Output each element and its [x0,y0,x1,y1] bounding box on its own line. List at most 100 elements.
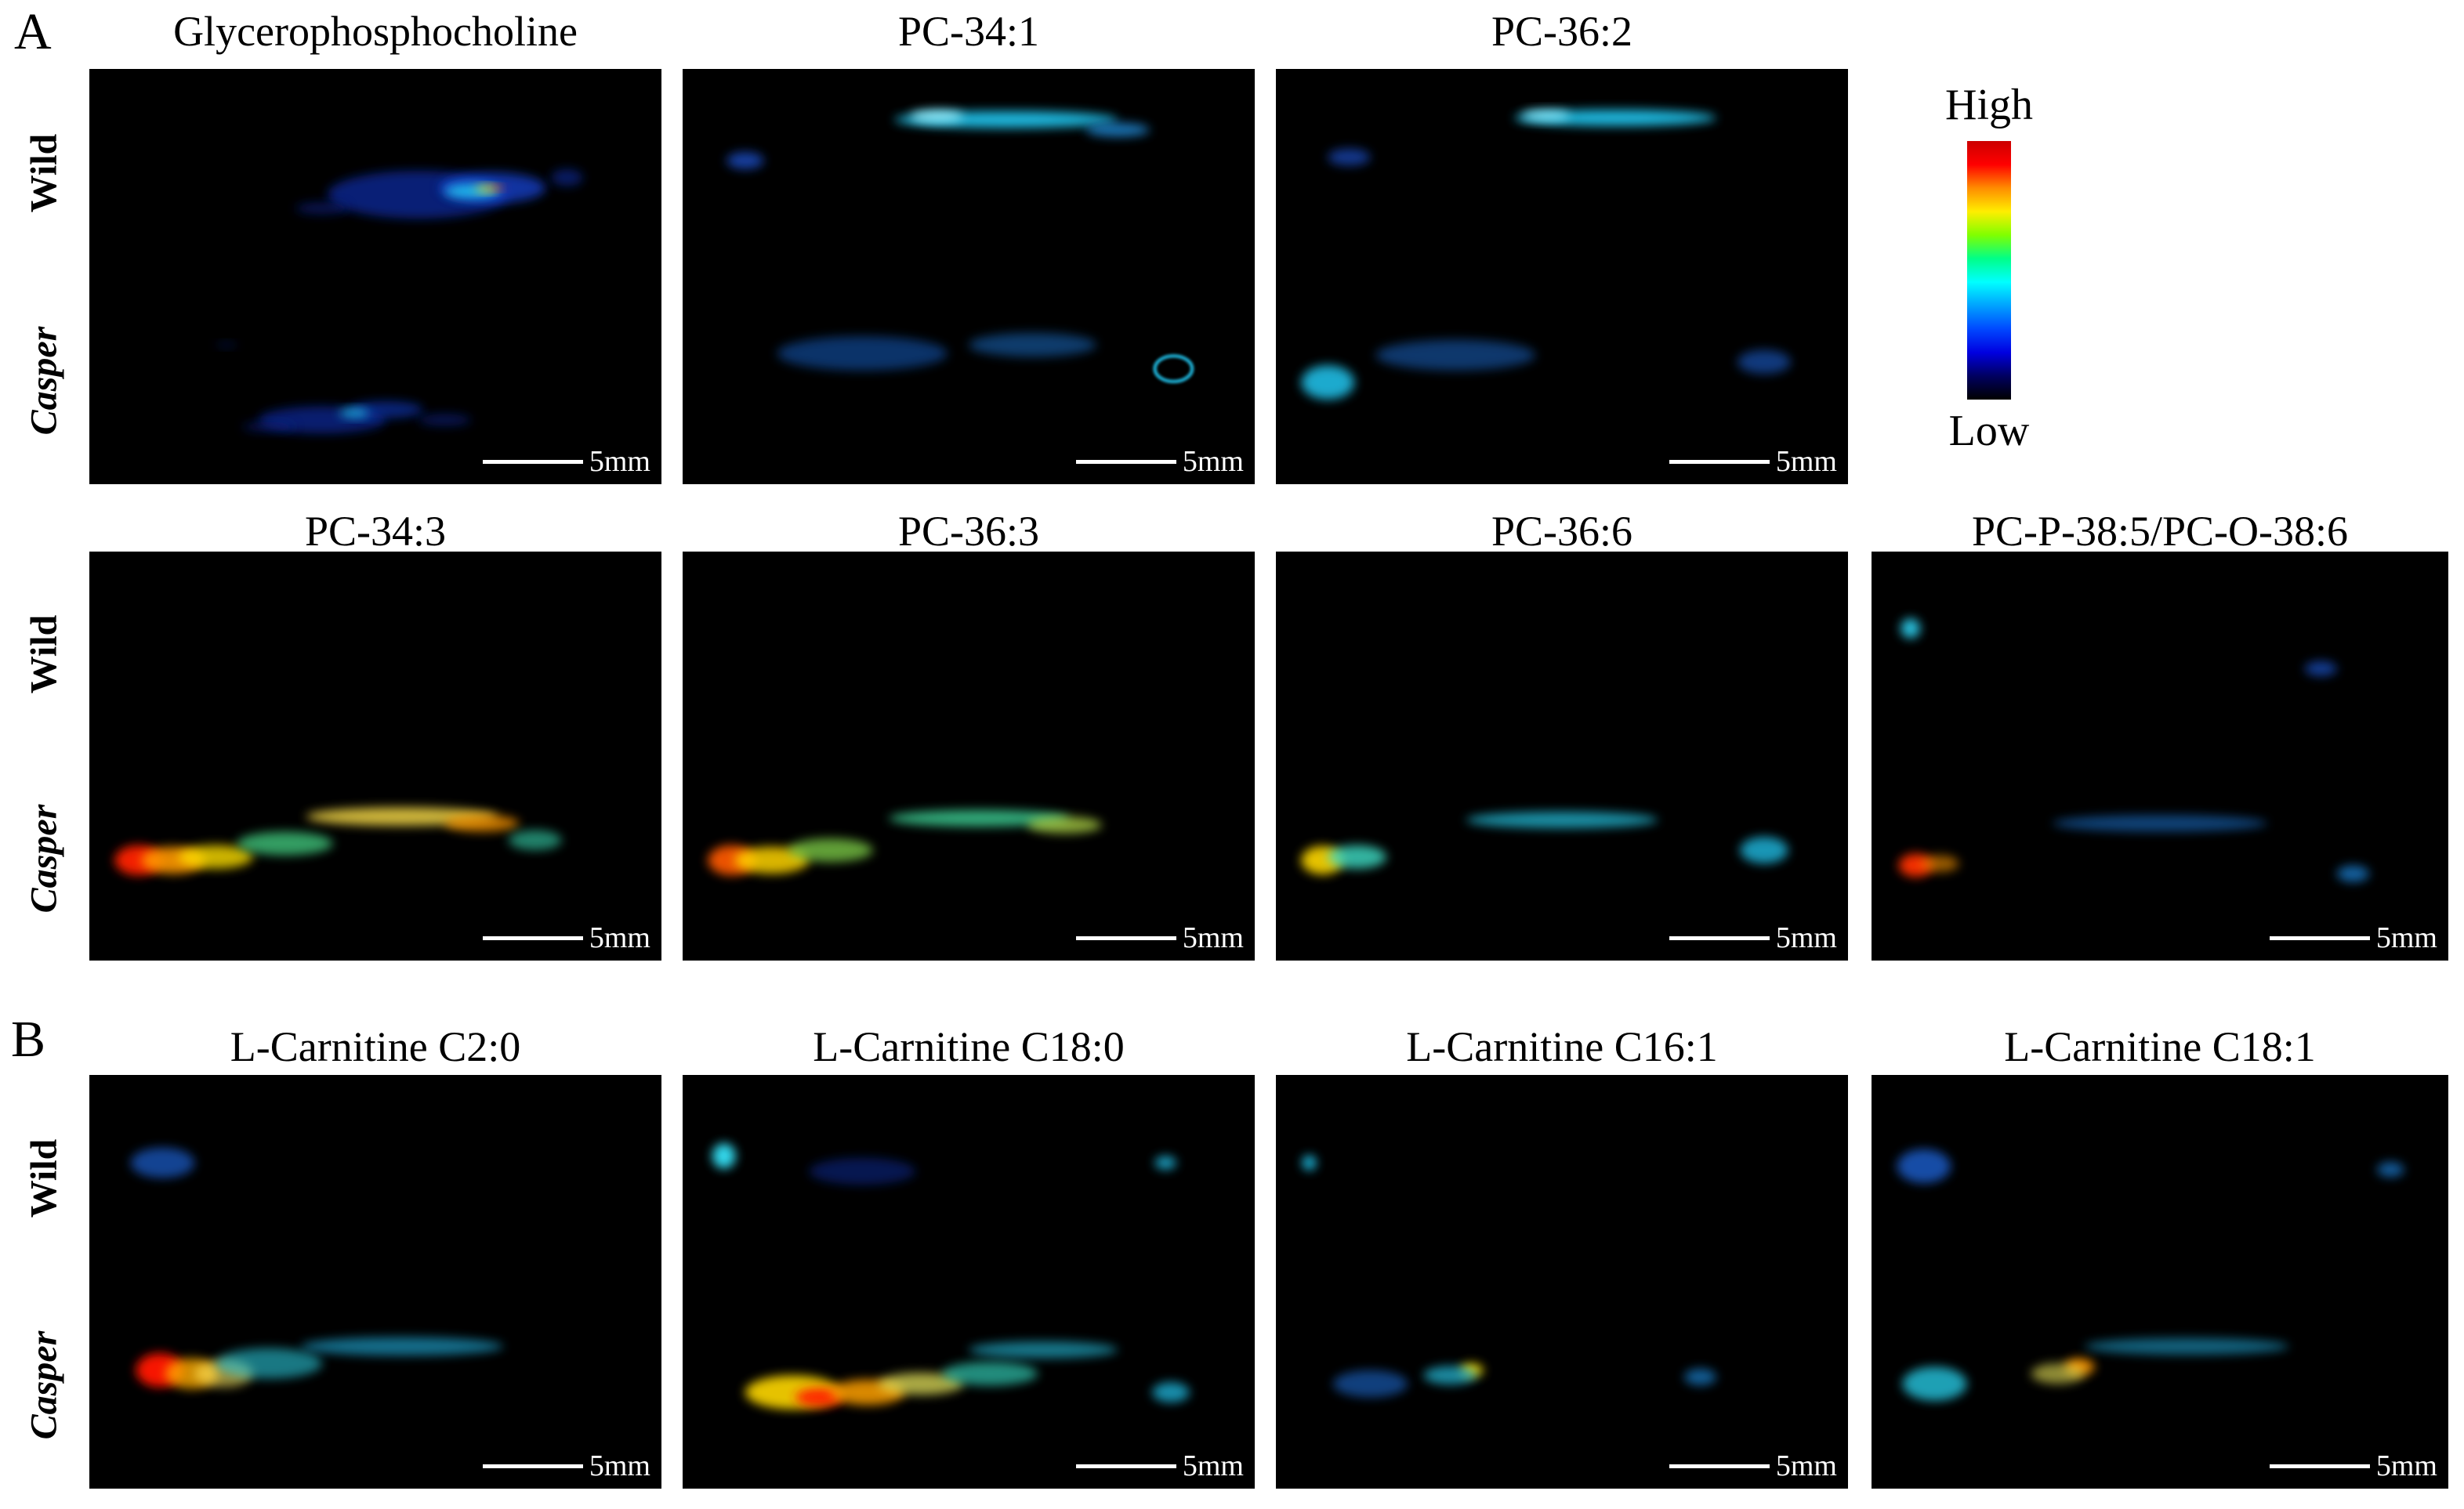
casper-fish-image [117,1312,629,1457]
scale-bar: 5mm [1669,923,1837,953]
msi-panel: 5mm [89,1075,661,1489]
wild-row-label: Wild [6,1075,82,1282]
scale-bar: 5mm [1669,447,1837,476]
wild-fish-image [710,102,1222,248]
msi-image [117,1108,629,1457]
msi-panel: 5mm [683,1075,1255,1489]
scale-bar-line [482,935,583,940]
wild-fish-image [1897,1108,2415,1254]
casper-row-label-text: Casper [23,804,65,913]
panel-title: PC-36:6 [1491,508,1633,555]
msi-panel: 5mm [683,552,1255,961]
scale-bar: 5mm [1075,921,1244,954]
msi-panel: 5mm [1872,552,2448,961]
casper-row-label: Casper [6,756,82,961]
casper-row-label-text: Casper [23,1330,65,1440]
msi-panel: 5mm [1276,1075,1848,1489]
casper-fish-image [1303,1312,1815,1457]
scale-bar-label: 5mm [1182,1449,1244,1482]
msi-panel: 5mm [683,69,1255,484]
scale-bar-label: 5mm [1775,1449,1837,1482]
scale-bar-label: 5mm [589,921,650,954]
casper-fish-image [114,786,629,930]
panel-title: PC-36:2 [1491,8,1633,55]
casper-fish-image [1900,1312,2415,1457]
scale-bar-label: 5mm [1775,445,1837,478]
scale-bar: 5mm [1669,1451,1837,1481]
scale-bar-line [2269,935,2370,940]
scale-bar-line [1075,1464,1176,1468]
msi-panel: 5mm [89,552,661,961]
scale-bar-label: 5mm [589,1449,650,1482]
scale-bar-line [1075,935,1176,940]
scale-bar-line [1669,1464,1770,1468]
panel-title: PC-34:3 [304,508,447,555]
scale-bar: 5mm [2269,923,2437,953]
scale-bar-line [2269,1464,2370,1468]
panel-title: L-Carnitine C16:1 [1406,1023,1718,1070]
msi-panel: 5mm [89,69,661,484]
wild-row-label-text: Wild [23,614,65,693]
scale-bar: 5mm [1075,1449,1244,1482]
msi-image [1302,1108,1815,1457]
wild-fish-image [1900,584,2415,728]
wild-row-label: Wild [6,552,82,756]
msi-image [1897,1108,2415,1457]
msi-image [708,584,1222,930]
scale-bar-label: 5mm [1182,921,1244,954]
scale-bar-label: 5mm [1182,445,1244,478]
wild-fish-image [1302,1108,1815,1254]
panel-title: L-Carnitine C18:0 [813,1023,1125,1070]
casper-row-label-text: Casper [23,326,65,435]
wild-row-label-text: Wild [23,133,65,212]
scale-bar-line [1669,459,1770,464]
scale-bar: 5mm [1075,445,1244,478]
scale-bar-label: 5mm [2375,1449,2437,1482]
panel-title: PC-34:1 [897,8,1040,55]
wild-row-label: Wild [6,69,82,277]
wild-row-label-text: Wild [23,1138,65,1218]
panel-title: PC-36:3 [897,508,1040,555]
scale-bar-label: 5mm [1775,921,1837,954]
wild-fish-image [1303,584,1815,728]
msi-panel: 5mm [1872,1075,2448,1489]
msi-image [216,168,583,434]
casper-fish-image [216,342,472,434]
wild-fish-image [710,1108,1222,1254]
msi-panel: 5mm [1276,69,1848,484]
colorbar-high-label: High [1945,81,2033,129]
casper-fish-image [708,786,1222,930]
wild-fish-image [295,168,583,219]
scale-bar: 5mm [482,1449,650,1482]
wild-fish-image [117,1108,629,1254]
casper-fish-image [1898,786,2415,930]
colorbar-gradient [1967,141,2011,400]
colorbar: High Low [1920,81,2058,454]
casper-row-label: Casper [6,1282,82,1489]
row-labels: Wild Casper [6,1075,82,1489]
msi-image [1301,584,1815,930]
wild-fish-image [1303,102,1815,248]
scale-bar: 5mm [2269,1449,2437,1482]
fish-body [1303,1108,1815,1254]
panel-title: PC-P-38:5/PC-O-38:6 [1971,508,2349,555]
scale-bar-label: 5mm [589,445,650,478]
msi-image [710,102,1222,453]
wild-fish-image [710,584,1222,728]
panel-title: L-Carnitine C18:1 [2004,1023,2316,1070]
casper-fish-image [710,307,1222,453]
panel-title: Glycerophosphocholine [173,8,578,55]
panel-title: L-Carnitine C2:0 [230,1023,521,1070]
msi-panel: 5mm [1276,552,1848,961]
scale-bar: 5mm [482,445,650,478]
casper-row-label: Casper [6,277,82,484]
msi-image [114,584,629,930]
casper-fish-image [710,1312,1222,1457]
scale-bar-line [482,459,583,464]
scale-bar-line [482,1464,583,1468]
scale-bar: 5mm [482,921,650,954]
section-b-label: B [11,1011,46,1068]
msi-image [1301,102,1815,453]
scale-bar-line [1075,459,1176,464]
